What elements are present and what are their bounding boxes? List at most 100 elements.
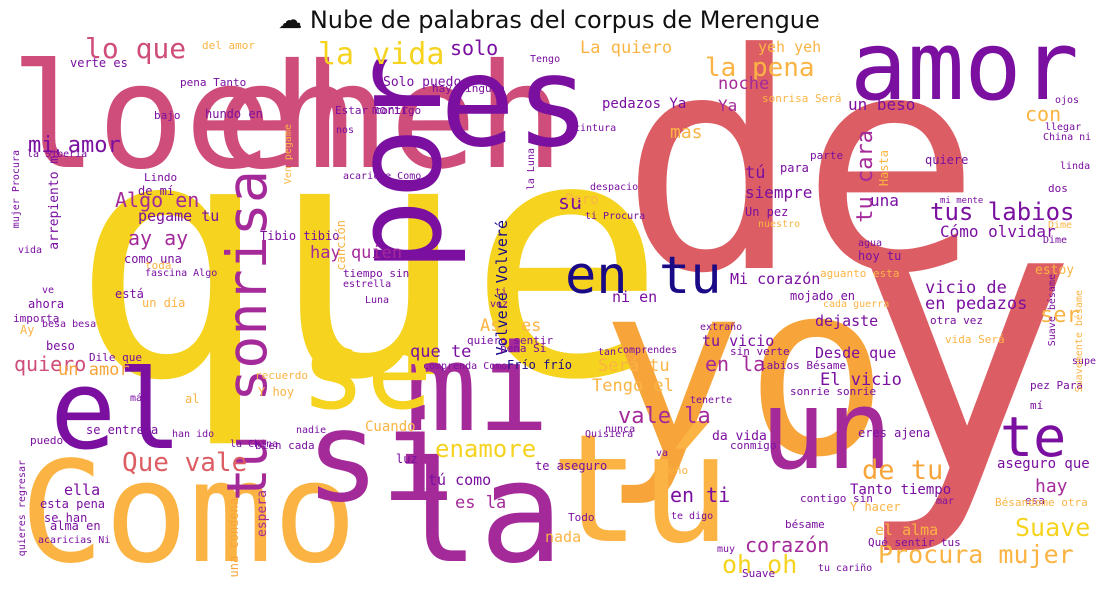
cloud-word: luz xyxy=(396,452,418,466)
cloud-word: estoy xyxy=(1035,263,1075,278)
cloud-word: ti xyxy=(495,287,508,298)
cloud-word: despacio xyxy=(590,182,639,193)
cloud-word: es xyxy=(440,30,591,175)
cloud-word: oh oh xyxy=(722,550,798,579)
cloud-word: un amor xyxy=(58,360,130,380)
cloud-word: Dime xyxy=(1043,235,1068,246)
cloud-word: agua xyxy=(858,238,883,249)
cloud-word: Frío frío xyxy=(507,358,573,372)
cloud-word: al xyxy=(185,392,200,406)
cloud-word: hay xyxy=(1035,476,1068,497)
cloud-word: noche xyxy=(718,74,770,94)
cloud-word: pena Tanto xyxy=(180,76,247,89)
cloud-word: dejaste xyxy=(815,312,879,330)
cloud-word: Así es xyxy=(480,316,542,336)
cloud-word: quieres regresar xyxy=(17,460,28,557)
cloud-word: Solo puedo xyxy=(383,75,462,90)
cloud-word: Suave xyxy=(1015,513,1091,542)
cloud-word: es la xyxy=(455,493,507,513)
cloud-word: cintura xyxy=(574,123,617,134)
cloud-word: Será tu xyxy=(598,356,670,376)
cloud-word: tiempo sin xyxy=(343,267,410,280)
cloud-word: espera xyxy=(255,490,270,537)
cloud-word: tenerte xyxy=(690,395,733,406)
cloud-word: puedo xyxy=(30,434,64,447)
cloud-word: un día xyxy=(142,296,186,310)
cloud-word: dos xyxy=(1048,182,1068,195)
cloud-word: eheh xyxy=(215,33,565,202)
cloud-word: nadie xyxy=(296,425,327,436)
cloud-word: contigo sin xyxy=(800,492,873,505)
cloud-word: pez Para xyxy=(1030,379,1083,392)
cloud-word: comprendes xyxy=(617,345,678,356)
cloud-word: Un pez xyxy=(745,205,789,219)
cloud-word: sonrisa Será xyxy=(762,92,842,105)
cloud-word: toda xyxy=(145,259,172,272)
cloud-word: una condena xyxy=(227,498,241,578)
cloud-word: Como xyxy=(20,432,358,595)
cloud-word: Lindo xyxy=(144,171,178,184)
cloud-word: bien cada xyxy=(255,439,315,452)
cloud-word: Ya xyxy=(718,96,738,115)
cloud-word: da vida xyxy=(712,429,767,444)
cloud-word: Tengo el xyxy=(592,376,674,396)
cloud-word: tan xyxy=(598,347,617,358)
cloud-word: tú xyxy=(745,163,766,183)
cloud-word: beso xyxy=(46,339,75,353)
cloud-word: está xyxy=(115,287,144,301)
cloud-word: otra vez xyxy=(930,314,983,327)
cloud-word: tu cariño xyxy=(818,563,873,574)
cloud-word: vicio de xyxy=(925,278,1007,298)
cloud-word: una xyxy=(870,191,899,210)
cloud-word: ahora xyxy=(28,297,65,311)
cloud-word: ser xyxy=(1040,303,1080,328)
cloud-word: del amor xyxy=(202,39,255,52)
cloud-word: nunca xyxy=(605,424,636,435)
cloud-word: linda xyxy=(1060,161,1091,172)
cloud-word: como una xyxy=(124,252,182,266)
cloud-word: su xyxy=(558,190,583,214)
cloud-word: recuerdo xyxy=(255,369,308,382)
cloud-word: hay quien xyxy=(310,243,403,263)
cloud-word: sonrie sonrie xyxy=(790,385,877,398)
cloud-word: labios Bésame xyxy=(760,359,847,372)
cloud-word: muy xyxy=(717,544,736,555)
cloud-word: mas xyxy=(670,122,703,143)
cloud-word: hundo en xyxy=(205,107,263,121)
cloud-word: se han xyxy=(44,511,88,525)
cloud-word: mi mente xyxy=(940,196,984,206)
cloud-word: mi amor xyxy=(28,133,121,158)
cloud-word: ti Procura xyxy=(585,211,646,222)
cloud-word: Mi corazón xyxy=(730,270,821,288)
cloud-word: vale la xyxy=(618,404,711,429)
cloud-word: bésame xyxy=(785,518,825,531)
cloud-word: Procura mujer xyxy=(878,540,1074,569)
cloud-word: loeh xyxy=(10,33,360,202)
cloud-word: en ti xyxy=(670,483,731,507)
cloud-word: Algo en xyxy=(115,188,200,212)
cloud-word: Suave bésame xyxy=(1047,274,1058,347)
cloud-word: esta pena xyxy=(40,497,106,511)
cloud-word: alma en xyxy=(50,519,101,533)
cloud-word: extraño xyxy=(700,322,743,333)
cloud-word: esa xyxy=(1025,494,1045,507)
cloud-word: ay ay xyxy=(128,226,189,250)
cloud-word: sueño xyxy=(655,464,689,477)
cloud-word: amor xyxy=(850,12,1079,122)
cloud-word: mar xyxy=(936,496,955,507)
cloud-word: que te xyxy=(410,342,472,362)
cloud-word: Ven pegame xyxy=(283,124,294,185)
cloud-word: más xyxy=(130,393,149,404)
cloud-word: Y hoy xyxy=(258,385,295,399)
cloud-word: aseguro que xyxy=(997,456,1090,472)
cloud-word: La quiero xyxy=(580,38,673,58)
cloud-word: cada guerra xyxy=(823,299,890,310)
cloud-word: Qué sentir tus xyxy=(868,536,961,549)
cloud-word: Y hacer xyxy=(850,500,901,514)
cloud-word: nuestro xyxy=(758,219,801,230)
cloud-word: Suave xyxy=(742,567,776,580)
cloud-word: enamore xyxy=(435,435,537,463)
cloud-word: Tengo xyxy=(530,54,561,65)
cloud-word: un beso xyxy=(848,95,916,114)
